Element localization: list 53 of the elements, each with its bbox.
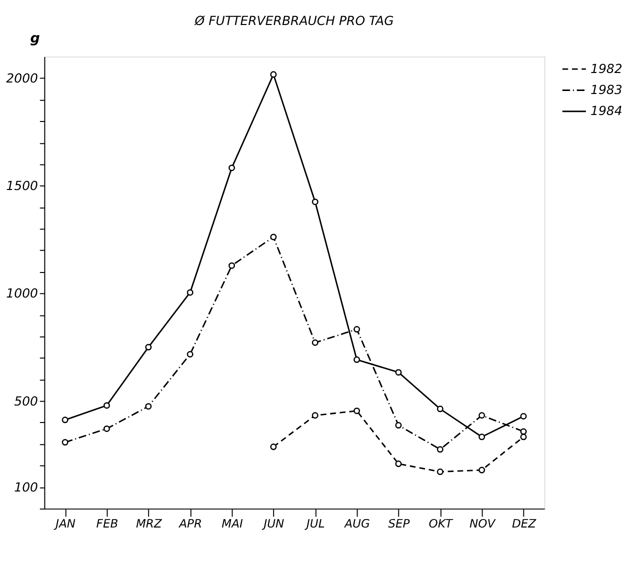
point: [354, 326, 360, 333]
x-tick-label: SEP: [388, 516, 410, 530]
point: [312, 339, 318, 346]
point: [436, 406, 444, 412]
y-axis-title: g: [30, 32, 40, 47]
legend-label: 1982: [590, 60, 622, 76]
point: [312, 198, 318, 206]
point: [520, 428, 527, 435]
x-tick-label: OKT: [428, 516, 454, 530]
chart-title: Ø FUTTERVERBRAUCH PRO TAG: [194, 12, 394, 28]
point: [270, 234, 277, 240]
point: [62, 416, 68, 424]
point: [354, 356, 360, 363]
point: [145, 403, 152, 410]
point: [145, 344, 152, 350]
point: [395, 369, 402, 376]
point: [270, 71, 277, 78]
point: [312, 412, 318, 419]
x-tick-label: DEZ: [512, 516, 538, 530]
y-tick-label: 100: [14, 479, 38, 494]
point: [436, 468, 444, 476]
x-tick-label: FEB: [96, 516, 118, 530]
point: [62, 439, 68, 446]
x-tick-label: MAI: [222, 516, 244, 530]
point: [228, 262, 236, 269]
y-tick-label: 500: [14, 393, 38, 408]
point: [228, 164, 236, 172]
point: [103, 402, 110, 409]
point: [395, 422, 402, 429]
x-tick-label: NOV: [470, 516, 496, 530]
point: [395, 460, 402, 468]
x-tick-label: JUL: [304, 516, 325, 530]
point: [186, 289, 194, 296]
x-tick-label: MRZ: [136, 516, 163, 530]
point: [478, 412, 486, 419]
point: [478, 466, 486, 474]
legend-label: 1984: [590, 103, 622, 118]
x-tick-label: APR: [178, 516, 202, 530]
point: [103, 425, 110, 432]
point: [520, 412, 527, 420]
legend-label: 1983: [590, 82, 622, 98]
x-tick-label: JUN: [262, 516, 285, 530]
point: [354, 408, 360, 414]
y-tick-label: 1000: [6, 286, 38, 301]
point: [436, 446, 444, 453]
y-tick-label: 2000: [6, 70, 38, 86]
point: [520, 434, 527, 440]
point: [478, 434, 486, 440]
point: [270, 444, 277, 450]
x-tick-label: AUG: [344, 516, 370, 530]
y-tick-label: 1500: [6, 178, 38, 194]
x-tick-label: JAN: [54, 516, 76, 530]
point: [186, 351, 194, 358]
